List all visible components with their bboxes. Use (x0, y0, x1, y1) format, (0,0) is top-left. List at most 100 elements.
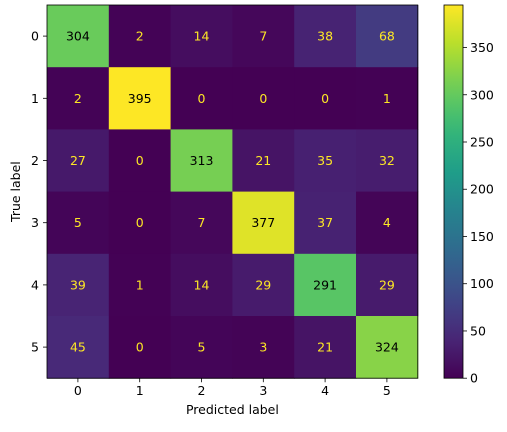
colorbar-tick-label: 150 (470, 229, 494, 244)
cell-label-r2-c2: 313 (190, 153, 214, 168)
heatmap-cell-r5-c3 (232, 316, 295, 379)
y-tick-label: 2 (31, 153, 39, 168)
cell-label-r5-c4: 21 (317, 340, 333, 355)
cell-label-r4-c5: 29 (379, 277, 395, 292)
colorbar-tick-label: 100 (470, 276, 494, 291)
heatmap-cell-r3-c0 (47, 191, 110, 255)
heatmap-cell-r0-c0 (47, 5, 110, 68)
x-tick-label: 5 (383, 383, 391, 398)
x-tick-label: 4 (321, 383, 329, 398)
heatmap-cell-r2-c3 (232, 129, 295, 193)
heatmap-cell-r3-c2 (170, 191, 233, 255)
cell-label-r3-c4: 37 (317, 215, 333, 230)
heatmap-cell-r1-c3 (232, 67, 295, 130)
heatmap-cell-r3-c5 (356, 191, 419, 255)
heatmap-cell-r0-c4 (294, 5, 357, 68)
cell-label-r5-c1: 0 (136, 340, 144, 355)
heatmap-cell-r5-c1 (108, 316, 172, 379)
cell-value-labels: 304 2 14 7 38 682 395 0 0 0 127 0 313 21 35 325 0 7 377 37 4… (66, 29, 399, 355)
colorbar-tick-label: 300 (470, 87, 494, 102)
x-tick-label: 3 (259, 383, 267, 398)
cell-label-r4-c4: 291 (313, 277, 337, 292)
colorbar (444, 5, 463, 379)
colorbar-tick-label: 50 (470, 323, 486, 338)
heatmap-cell-r1-c1 (108, 67, 172, 130)
y-tick-label: 5 (31, 340, 39, 355)
cell-label-r0-c1: 2 (136, 29, 144, 44)
heatmap-cell-r2-c4 (294, 129, 357, 193)
heatmap-cell-r1-c5 (356, 67, 419, 130)
heatmap-cell-r5-c2 (170, 316, 233, 379)
cell-label-r5-c5: 324 (375, 340, 399, 355)
cell-label-r5-c0: 45 (70, 340, 86, 355)
heatmap-cell-r2-c1 (108, 129, 172, 193)
cell-label-r0-c3: 7 (259, 29, 267, 44)
heatmap-cell-r2-c5 (356, 129, 419, 193)
cell-label-r1-c2: 0 (198, 91, 206, 106)
heatmap-cell-r4-c0 (47, 253, 110, 317)
cell-label-r3-c0: 5 (74, 215, 82, 230)
heatmap-cell-r3-c1 (108, 191, 172, 255)
heatmap-cell-r0-c1 (108, 5, 172, 68)
heatmap-cell-r0-c3 (232, 5, 295, 68)
cell-label-r4-c3: 29 (255, 277, 271, 292)
heatmap-cells (47, 5, 419, 379)
cell-label-r4-c0: 39 (70, 277, 86, 292)
cell-label-r1-c1: 395 (128, 91, 152, 106)
cell-label-r1-c0: 2 (74, 91, 82, 106)
x-axis-ticks: 0 1 2 3 4 5 (74, 378, 391, 398)
heatmap-cell-r1-c0 (47, 67, 110, 130)
y-tick-label: 1 (31, 91, 39, 106)
heatmap-cell-r5-c4 (294, 316, 357, 379)
cell-label-r3-c3: 377 (251, 215, 275, 230)
cell-label-r3-c1: 0 (136, 215, 144, 230)
colorbar-ticks: 0 50 100 150 200 250 300 350 (463, 40, 494, 386)
heatmap-cell-r0-c2 (170, 5, 233, 68)
colorbar-tick-label: 0 (470, 371, 478, 386)
cell-label-r5-c2: 5 (198, 340, 206, 355)
cell-label-r5-c3: 3 (259, 340, 267, 355)
heatmap-cell-r4-c1 (108, 253, 172, 317)
cell-label-r2-c4: 35 (317, 153, 333, 168)
heatmap-cell-r1-c4 (294, 67, 357, 130)
heatmap-cell-r5-c5 (356, 316, 419, 379)
colorbar-frame (443, 4, 464, 379)
y-axis-ticks: 0 1 2 3 4 5 (31, 29, 47, 355)
cell-label-r2-c1: 0 (136, 153, 144, 168)
y-tick-label: 0 (31, 29, 39, 44)
x-tick-label: 1 (136, 383, 144, 398)
cell-label-r4-c1: 1 (136, 277, 144, 292)
cell-label-r1-c5: 1 (383, 91, 391, 106)
heatmap-cell-r4-c3 (232, 253, 295, 317)
colorbar-tick-label: 250 (470, 134, 494, 149)
cell-label-r1-c4: 0 (321, 91, 329, 106)
cell-label-r3-c5: 4 (383, 215, 391, 230)
heatmap-cell-r3-c4 (294, 191, 357, 255)
cell-label-r0-c4: 38 (317, 29, 333, 44)
heatmap-cell-r4-c5 (356, 253, 419, 317)
heatmap-cell-r2-c2 (170, 129, 233, 193)
heatmap-cell-r2-c0 (47, 129, 110, 193)
x-tick-label: 2 (198, 383, 206, 398)
cell-label-r0-c0: 304 (66, 29, 90, 44)
cell-label-r3-c2: 7 (198, 215, 206, 230)
cell-label-r1-c3: 0 (259, 91, 267, 106)
cell-label-r4-c2: 14 (194, 277, 210, 292)
cell-label-r0-c5: 68 (379, 29, 395, 44)
heatmap-cell-r4-c4 (294, 253, 357, 317)
x-axis-label: Predicted label (186, 402, 279, 417)
colorbar-tick-label: 200 (470, 182, 494, 197)
heatmap-cell-r1-c2 (170, 67, 233, 130)
cell-label-r0-c2: 14 (194, 29, 210, 44)
cell-label-r2-c3: 21 (255, 153, 271, 168)
heatmap-cell-r4-c2 (170, 253, 233, 317)
plot-frame (46, 4, 419, 379)
heatmap-cell-r0-c5 (356, 5, 419, 68)
heatmap-cell-r5-c0 (47, 316, 110, 379)
cell-label-r2-c0: 27 (70, 153, 86, 168)
colorbar-tick-label: 350 (470, 40, 494, 55)
y-axis-label: True label (8, 161, 23, 223)
y-tick-label: 4 (31, 277, 39, 292)
x-tick-label: 0 (74, 383, 82, 398)
